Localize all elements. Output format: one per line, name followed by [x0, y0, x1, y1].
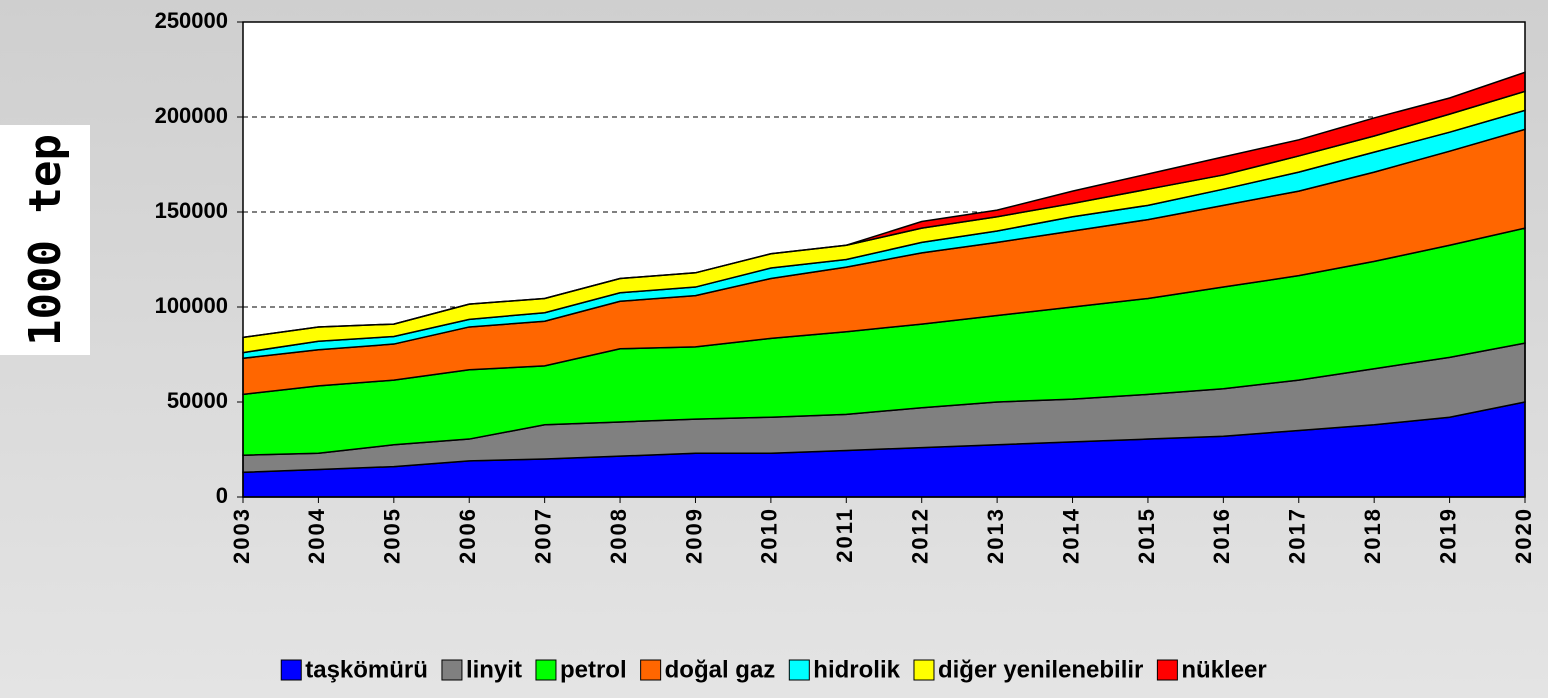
x-tick-label: 2014: [1058, 507, 1083, 564]
x-tick-label: 2012: [908, 507, 933, 564]
y-tick-label: 50000: [167, 388, 228, 413]
legend-swatch: [535, 659, 557, 681]
legend-label: doğal gaz: [665, 656, 776, 683]
y-tick-label: 200000: [155, 103, 228, 128]
legend-swatch: [280, 659, 302, 681]
legend-label: hidrolik: [813, 656, 900, 683]
x-tick-label: 2005: [380, 507, 405, 564]
plot-border: [242, 21, 1526, 498]
x-tick-label: 2020: [1511, 507, 1536, 564]
x-tick-label: 2003: [229, 507, 254, 564]
legend-swatch: [1156, 659, 1178, 681]
legend-swatch: [441, 659, 463, 681]
x-tick-label: 2008: [606, 507, 631, 564]
y-tick-label: 250000: [155, 8, 228, 33]
legend-label: diğer yenilenebilir: [938, 656, 1143, 683]
y-tick-label: 150000: [155, 198, 228, 223]
legend-label: nükleer: [1181, 656, 1266, 683]
x-tick-label: 2017: [1285, 507, 1310, 564]
x-tick-label: 2007: [530, 507, 555, 564]
legend-label: petrol: [560, 656, 627, 683]
x-tick-label: 2009: [681, 507, 706, 564]
x-tick-label: 2006: [455, 507, 480, 564]
y-tick-label: 100000: [155, 293, 228, 318]
legend-label: linyit: [466, 656, 522, 683]
x-tick-label: 2019: [1435, 507, 1460, 564]
legend-label: taşkömürü: [305, 656, 428, 683]
x-tick-label: 2013: [983, 507, 1008, 564]
legend-swatch: [640, 659, 662, 681]
y-tick-label: 0: [216, 483, 228, 508]
legend-swatch: [913, 659, 935, 681]
x-tick-label: 2018: [1360, 507, 1385, 564]
x-tick-label: 2015: [1134, 507, 1159, 564]
legend-swatch: [788, 659, 810, 681]
x-tick-label: 2010: [757, 507, 782, 564]
x-tick-label: 2011: [832, 507, 857, 563]
x-tick-label: 2016: [1209, 507, 1234, 564]
y-axis-label: 1000 tep: [20, 134, 71, 346]
y-label-box: [0, 125, 90, 355]
x-tick-label: 2004: [304, 507, 329, 564]
